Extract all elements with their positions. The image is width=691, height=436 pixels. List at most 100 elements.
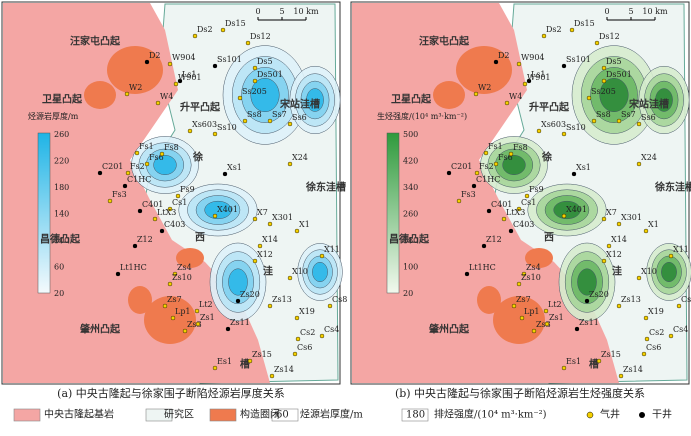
contour bbox=[306, 88, 324, 112]
well bbox=[155, 100, 161, 106]
well bbox=[237, 95, 243, 101]
contour bbox=[228, 268, 248, 296]
place-label: 肇州凸起 bbox=[428, 323, 470, 336]
contour bbox=[250, 77, 280, 113]
well bbox=[561, 63, 567, 69]
well bbox=[636, 275, 642, 281]
legend-label: 烃源岩厚度/m bbox=[300, 408, 363, 421]
well-label: Cs1 bbox=[172, 198, 187, 207]
well-label: Cs6 bbox=[646, 343, 661, 352]
structure-trap bbox=[493, 296, 545, 344]
well-label: C201 bbox=[451, 162, 472, 171]
well-label: Ss10 bbox=[217, 123, 237, 132]
well-label: Ds501 bbox=[257, 70, 283, 79]
well-label: Zs20 bbox=[240, 290, 260, 299]
place-label: 卫星凸起 bbox=[391, 93, 432, 106]
legend-dry bbox=[639, 412, 645, 418]
contour bbox=[599, 77, 629, 113]
place-label: 宋站洼槽 bbox=[628, 98, 669, 111]
colorbar-tick: 60 bbox=[54, 263, 64, 272]
well-label: Zs13 bbox=[621, 295, 641, 304]
scale-bar bbox=[606, 17, 656, 21]
well-label: X12 bbox=[606, 250, 622, 259]
legend-swatch bbox=[13, 408, 41, 422]
well-label: Cs1 bbox=[521, 198, 536, 207]
place-label: 洼 bbox=[263, 265, 273, 278]
well bbox=[195, 321, 201, 327]
well-label: X12 bbox=[257, 250, 273, 259]
well-label: C1HC bbox=[127, 175, 151, 184]
well-label: Zs7 bbox=[516, 295, 531, 304]
well-label: Lt2 bbox=[548, 300, 562, 309]
structure-trap bbox=[477, 286, 501, 314]
colorbar-tick: 260 bbox=[54, 130, 69, 139]
well-label: Fs8 bbox=[513, 143, 528, 152]
well-label: Ds5 bbox=[257, 57, 273, 66]
well-label: Xs1 bbox=[227, 163, 242, 172]
well-label: Zs14 bbox=[274, 365, 294, 374]
well-label: Cs6 bbox=[297, 343, 312, 352]
well bbox=[606, 243, 612, 249]
well bbox=[643, 315, 649, 321]
well-label: Zs20 bbox=[589, 290, 609, 299]
structure-trap bbox=[525, 248, 553, 268]
well bbox=[187, 128, 193, 134]
colorbar-title: 烃源岩厚度/m bbox=[28, 111, 79, 121]
well bbox=[295, 336, 301, 342]
well bbox=[220, 27, 226, 33]
well-label: Ss8 bbox=[596, 110, 611, 119]
well bbox=[586, 95, 592, 101]
well-label: Zs11 bbox=[230, 318, 250, 327]
well bbox=[144, 161, 150, 167]
uplift-bedrock bbox=[352, 3, 619, 383]
well-label: Lt1HC bbox=[469, 263, 496, 272]
well-label: D2 bbox=[149, 51, 161, 60]
place-label: 槽 bbox=[589, 358, 599, 371]
colorbar-tick: 340 bbox=[403, 183, 418, 192]
well-label: C401 bbox=[142, 200, 163, 209]
well-label: X14 bbox=[262, 235, 278, 244]
colorbar-tick: 20 bbox=[403, 289, 413, 298]
place-label: 汪家屯凸起 bbox=[419, 35, 470, 48]
well-label: Fs8 bbox=[164, 143, 179, 152]
well bbox=[524, 193, 530, 199]
well-label: Lt2 bbox=[199, 300, 213, 309]
structure-trap bbox=[107, 46, 163, 94]
well-label: X10 bbox=[292, 267, 308, 276]
well bbox=[464, 271, 470, 277]
well bbox=[601, 65, 607, 71]
place-label: 洼 bbox=[612, 265, 622, 278]
well-label: Zs4 bbox=[526, 263, 541, 272]
map-panel: 生烃强度/(10⁴ m³·km⁻²) 500 420 340 260 180 100 20 0 5… bbox=[350, 1, 691, 400]
well bbox=[486, 208, 492, 214]
well bbox=[569, 27, 575, 33]
well bbox=[471, 183, 477, 189]
colorbar bbox=[37, 132, 51, 294]
well-label: Fs3 bbox=[112, 190, 127, 199]
well-label: Cs4 bbox=[673, 325, 688, 334]
well-label: W901 bbox=[178, 73, 202, 82]
colorbar-tick: 100 bbox=[403, 263, 418, 272]
well bbox=[212, 63, 218, 69]
well bbox=[267, 303, 273, 309]
well bbox=[182, 328, 188, 334]
well bbox=[152, 216, 158, 222]
well-label: Lp1 bbox=[175, 307, 191, 316]
legend-label: 研究区 bbox=[164, 408, 194, 421]
well-label: Ss6 bbox=[292, 113, 307, 122]
colorbar-tick: 180 bbox=[403, 236, 418, 245]
well-label: W4 bbox=[160, 92, 173, 101]
well-label: Fs2 bbox=[130, 162, 145, 171]
well-label: Ss8 bbox=[247, 110, 262, 119]
well bbox=[594, 40, 600, 46]
well-label: Ls1 bbox=[182, 70, 197, 79]
well bbox=[252, 258, 258, 264]
well-label: X10 bbox=[641, 267, 657, 276]
well-label: Zs14 bbox=[623, 365, 643, 374]
well-label: Es1 bbox=[217, 357, 232, 366]
well bbox=[235, 298, 241, 304]
well-label: X19 bbox=[299, 307, 315, 316]
well-label: Lt1HC bbox=[120, 263, 147, 272]
well-label: X301 bbox=[272, 213, 293, 222]
well bbox=[287, 161, 293, 167]
